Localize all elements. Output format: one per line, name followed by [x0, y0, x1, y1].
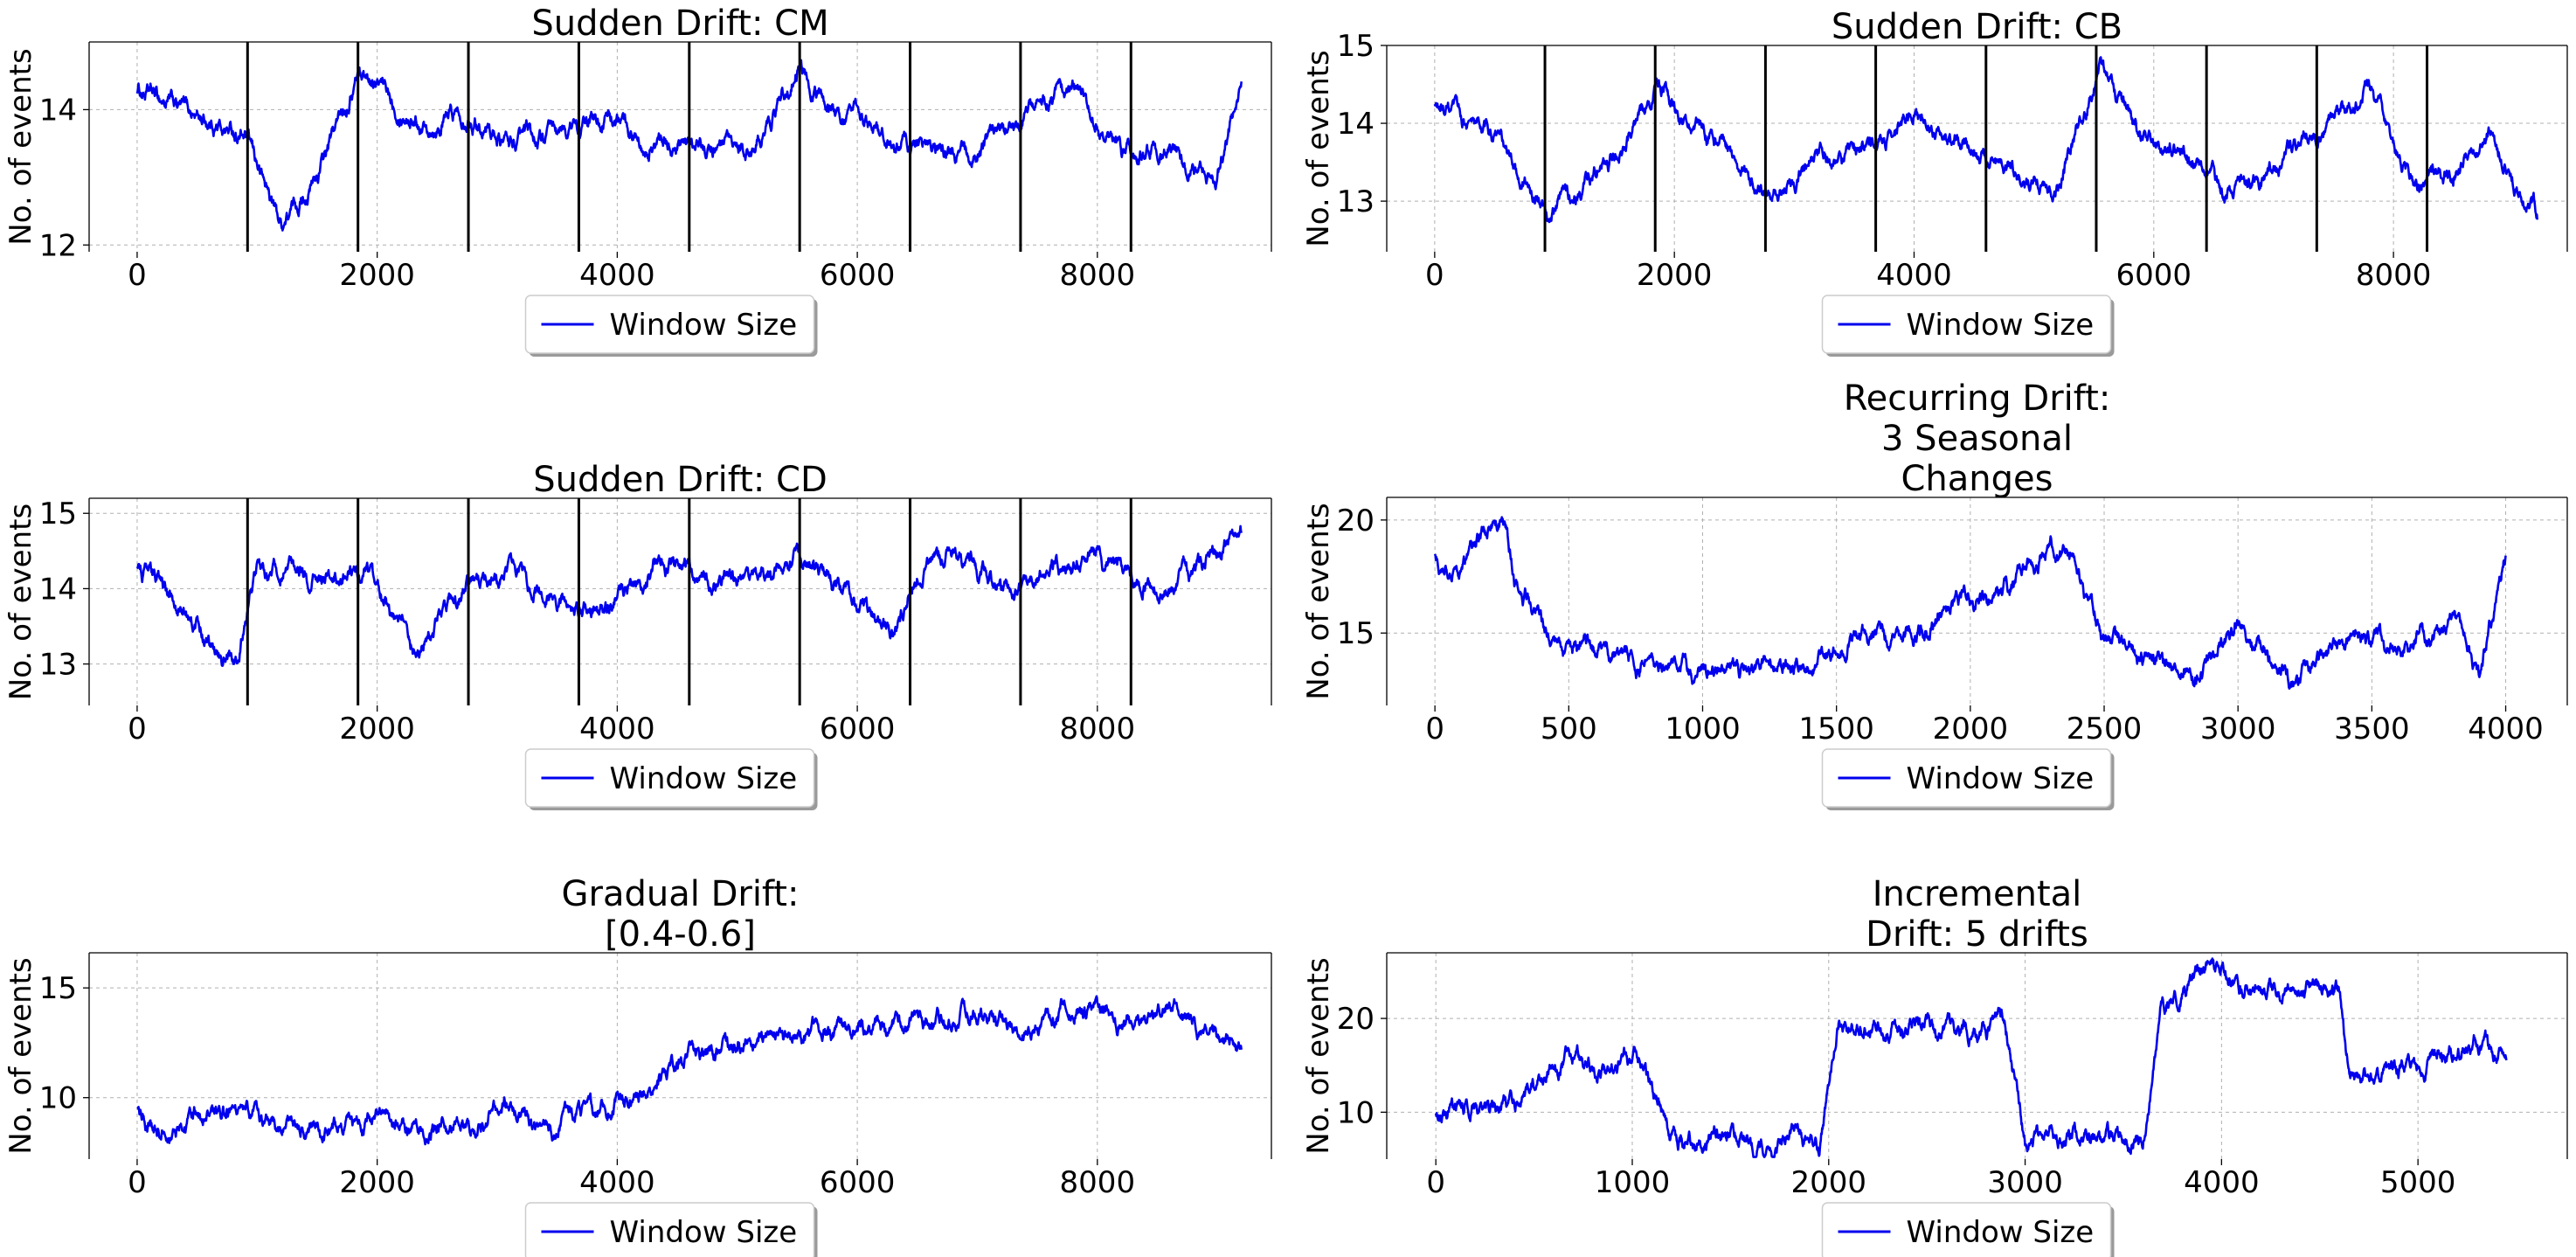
y-tick-label: 15 [1337, 616, 1375, 651]
x-tick-label: 2000 [339, 712, 415, 747]
chart-panel-4: 0 500 1000 1500 2000 2500 3000 3500 4000 15 20No. … [1301, 378, 2568, 810]
chart-title: Sudden Drift: CD [533, 460, 828, 500]
x-tick-label: 4000 [579, 258, 655, 293]
x-tick-label: 2000 [1637, 258, 1713, 293]
y-tick-label: 15 [1337, 29, 1375, 64]
legend-label: Window Size [610, 761, 798, 796]
x-tick-label: 0 [128, 712, 147, 747]
y-axis-label: No. of events [1301, 503, 1336, 699]
chart-title: Sudden Drift: CM [531, 3, 828, 44]
x-tick-label: 6000 [820, 258, 896, 293]
x-tick-label: 4000 [579, 1165, 655, 1200]
x-tick-label: 500 [1541, 712, 1597, 747]
legend-box [1821, 295, 2112, 354]
x-tick-label: 2000 [339, 258, 415, 293]
y-tick-label: 15 [39, 971, 77, 1006]
y-axis-label: No. of events [3, 503, 38, 700]
x-tick-label: 8000 [1060, 258, 1136, 293]
x-tick-label: 8000 [2356, 258, 2432, 293]
x-tick-label: 6000 [820, 712, 896, 747]
chart-title: 3 Seasonal [1881, 419, 2073, 459]
x-tick-label: 3000 [2200, 712, 2276, 747]
chart-title: Changes [1901, 459, 2053, 499]
legend-box [524, 1202, 815, 1257]
legend-label: Window Size [1907, 761, 2095, 796]
legend-box [524, 295, 815, 354]
y-axis-label: No. of events [1301, 957, 1336, 1154]
y-axis-label: No. of events [1301, 50, 1336, 247]
x-tick-label: 2000 [339, 1165, 415, 1200]
x-tick-label: 2000 [1791, 1165, 1867, 1200]
legend-label: Window Size [1907, 308, 2095, 343]
x-tick-label: 5000 [2380, 1165, 2456, 1200]
legend-box [1821, 1202, 2112, 1257]
series-line-window-size [1434, 957, 2508, 1158]
x-tick-label: 1000 [1595, 1165, 1671, 1200]
y-tick-label: 13 [1337, 184, 1375, 219]
x-tick-label: 3000 [1987, 1165, 2063, 1200]
chart-title: Gradual Drift: [562, 874, 800, 914]
y-tick-label: 20 [1337, 1002, 1375, 1037]
x-tick-label: 3500 [2334, 712, 2410, 747]
y-axis-label: No. of events [3, 48, 38, 245]
x-tick-label: 4000 [2184, 1165, 2260, 1200]
y-axis-label: No. of events [3, 957, 38, 1154]
legend-box [1821, 748, 2112, 808]
y-tick-label: 14 [39, 572, 77, 607]
y-tick-label: 12 [39, 228, 77, 263]
chart-title: Recurring Drift: [1844, 378, 2111, 419]
y-tick-label: 20 [1337, 503, 1375, 538]
legend-box [524, 748, 815, 808]
chart-title: Incremental [1873, 874, 2082, 914]
series-line-window-size [136, 995, 1243, 1146]
x-tick-label: 4000 [1876, 258, 1952, 293]
x-tick-label: 0 [1426, 1165, 1445, 1200]
chart-title: Sudden Drift: CB [1832, 7, 2122, 47]
x-tick-label: 6000 [2116, 258, 2192, 293]
y-tick-label: 10 [39, 1081, 77, 1116]
chart-title: [0.4-0.6] [605, 914, 756, 955]
y-tick-label: 14 [39, 93, 77, 128]
y-tick-label: 14 [1337, 107, 1375, 142]
legend-label: Window Size [610, 308, 798, 343]
x-tick-label: 1500 [1798, 712, 1874, 747]
y-tick-label: 10 [1337, 1095, 1375, 1130]
x-tick-label: 0 [1425, 712, 1444, 747]
x-tick-label: 2000 [1933, 712, 2009, 747]
legend-label: Window Size [610, 1215, 798, 1250]
y-tick-label: 15 [39, 497, 77, 531]
x-tick-label: 4000 [2468, 712, 2544, 747]
y-tick-label: 13 [39, 648, 77, 683]
x-tick-label: 2500 [2067, 712, 2143, 747]
x-tick-label: 8000 [1060, 712, 1136, 747]
legend-label: Window Size [1907, 1215, 2095, 1250]
x-tick-label: 0 [1425, 258, 1444, 293]
x-tick-label: 8000 [1060, 1165, 1136, 1200]
x-tick-label: 0 [128, 1165, 147, 1200]
x-tick-label: 6000 [820, 1165, 896, 1200]
series-line-window-size [1433, 516, 2507, 690]
x-tick-label: 4000 [579, 712, 655, 747]
x-tick-label: 0 [128, 258, 147, 293]
x-tick-label: 1000 [1665, 712, 1741, 747]
chart-title: Drift: 5 drifts [1866, 914, 2088, 955]
